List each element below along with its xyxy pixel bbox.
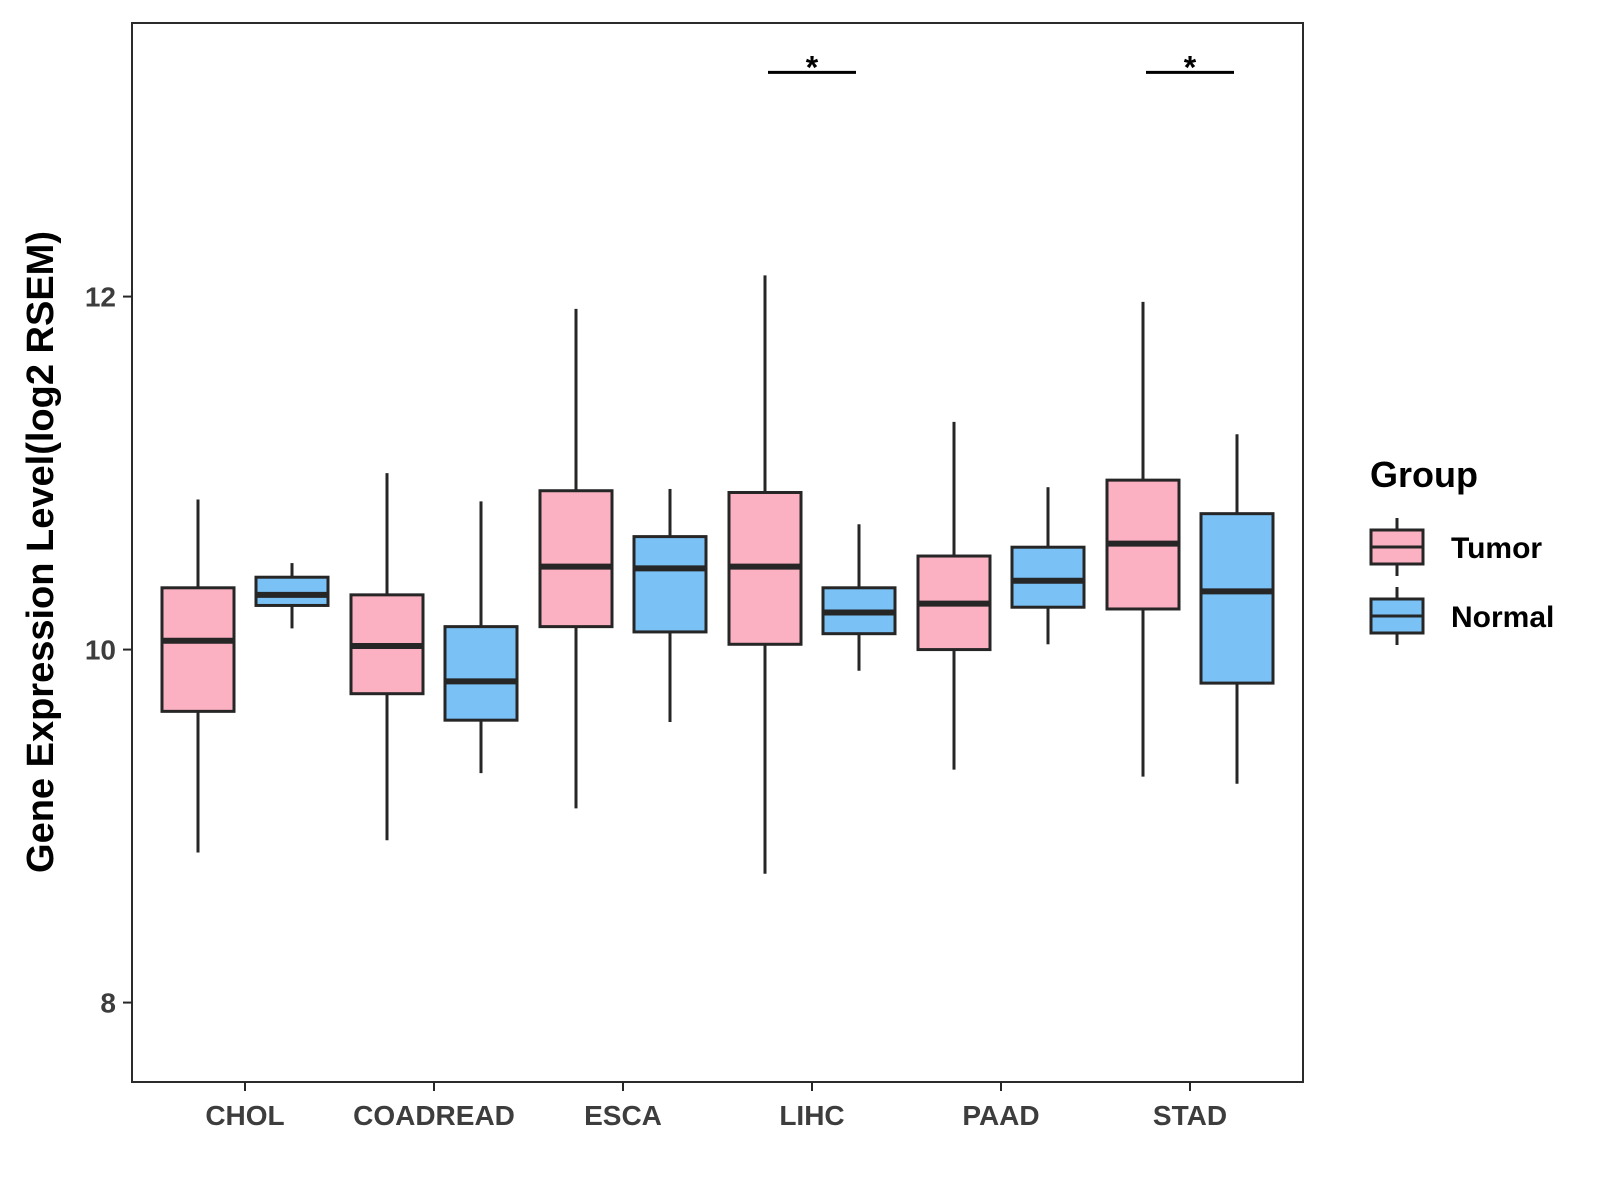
- box-tumor-esca: [538, 308, 614, 809]
- x-tick-label: PAAD: [962, 1100, 1039, 1131]
- box-body: [1199, 512, 1275, 685]
- box-tumor-coadread: [349, 473, 425, 841]
- legend-label: Tumor: [1451, 532, 1542, 565]
- x-tick-label: LIHC: [779, 1100, 844, 1131]
- box-normal-coadread: [443, 501, 519, 774]
- box-normal-lihc: [821, 524, 897, 671]
- box-series: [160, 275, 1275, 874]
- y-axis: 8 10 12: [85, 282, 132, 1019]
- box-body: [1010, 545, 1086, 609]
- legend-item-tumor: Tumor: [1369, 518, 1542, 576]
- y-tick-label: 10: [85, 635, 116, 666]
- box-tumor-stad: [1105, 301, 1181, 777]
- significance-annotations: * *: [768, 49, 1234, 85]
- box-tumor-lihc: [727, 275, 803, 874]
- y-tick-label: 8: [100, 988, 116, 1019]
- box-normal-chol: [254, 563, 330, 629]
- x-tick-label: CHOL: [205, 1100, 284, 1131]
- y-axis-title: Gene Expression Level(log2 RSEM): [20, 231, 62, 873]
- box-body: [538, 489, 614, 629]
- box-tumor-paad: [916, 421, 992, 770]
- box-normal-paad: [1010, 487, 1086, 645]
- box-body: [254, 575, 330, 607]
- legend: Group Tumor Normal: [1369, 454, 1554, 645]
- x-tick-label: STAD: [1153, 1100, 1227, 1131]
- y-tick-label: 12: [85, 282, 116, 313]
- significance-label: *: [1184, 49, 1197, 85]
- box-normal-esca: [632, 488, 708, 722]
- significance-label: *: [806, 49, 819, 85]
- box-body: [160, 586, 236, 713]
- legend-label: Normal: [1451, 601, 1554, 634]
- x-axis: CHOL COADREAD ESCA LIHC PAAD STAD: [205, 1082, 1227, 1131]
- x-tick-label: COADREAD: [353, 1100, 515, 1131]
- x-tick-label: ESCA: [584, 1100, 662, 1131]
- box-tumor-chol: [160, 499, 236, 853]
- box-normal-stad: [1199, 434, 1275, 784]
- legend-title: Group: [1370, 454, 1478, 495]
- box-body: [443, 625, 519, 722]
- box-body: [632, 535, 708, 634]
- legend-item-normal: Normal: [1369, 587, 1554, 645]
